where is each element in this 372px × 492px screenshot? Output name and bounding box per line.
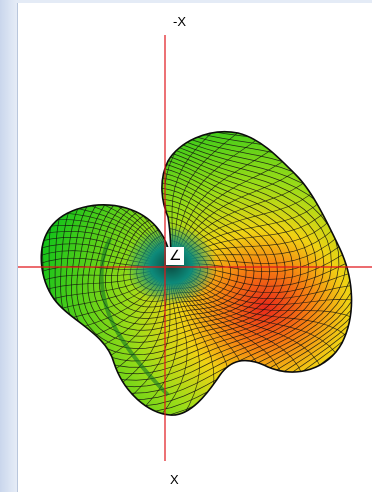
surface-plot[interactable] (18, 3, 372, 492)
top-axis-label: -X (173, 14, 186, 29)
mesh-ring (71, 170, 294, 356)
mesh-ring (93, 193, 263, 331)
plot-canvas[interactable]: -X X ∠ (17, 3, 372, 492)
mesh-ring (54, 155, 317, 375)
mesh-ring (48, 149, 325, 381)
mesh-ring (110, 210, 239, 314)
center-marker (166, 247, 184, 265)
center-symbol: ∠ (169, 247, 182, 263)
mesh-ring (60, 160, 309, 368)
mesh-ring (76, 176, 286, 349)
mesh-ring (65, 165, 302, 362)
bottom-axis-label: X (170, 472, 179, 487)
mesh-ring (117, 216, 231, 308)
mesh-ring (41, 140, 340, 394)
mesh-ring (87, 187, 270, 337)
surface-fold (99, 238, 170, 397)
